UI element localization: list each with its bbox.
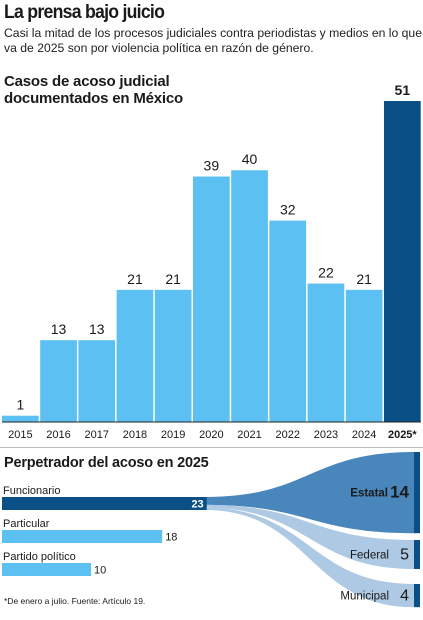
target-node-federal (414, 540, 420, 569)
bar-value-label: 40 (242, 151, 258, 167)
target-value: 14 (390, 483, 409, 502)
source-label: Partido político (3, 551, 76, 563)
x-tick-label: 2019 (161, 429, 185, 441)
bar-value-label: 22 (318, 265, 334, 281)
target-node-municipal (414, 584, 420, 608)
bar-value-label: 21 (356, 271, 372, 287)
page-title: La prensa bajo juicio (4, 2, 165, 23)
bar-2023 (307, 283, 345, 422)
bar-2015 (2, 415, 39, 422)
target-node-estatal (414, 452, 420, 534)
bar-2021 (231, 170, 268, 422)
x-tick-label: 2016 (46, 429, 70, 441)
x-tick-label: 2023 (314, 429, 338, 441)
source-value: 18 (165, 532, 177, 544)
bar-2024 (345, 289, 383, 422)
source-bar-particular (2, 530, 163, 543)
bar-value-label: 32 (280, 202, 296, 218)
x-tick-label: 2015 (8, 429, 32, 441)
bar-chart: 1 2015 13 2016 13 2017 21 2018 21 2019 39 2020 40 202… (2, 82, 421, 441)
bar-2022 (269, 220, 307, 422)
bar-value-label: 39 (204, 158, 220, 174)
x-tick-label: 2020 (199, 429, 223, 441)
source-bar-partido-político (2, 563, 91, 576)
target-label: Federal (350, 550, 389, 562)
flow-funcionario-federal (205, 504, 414, 569)
bar-value-label: 21 (165, 271, 181, 287)
sankey-title: Perpetrador del acoso en 2025 (4, 455, 209, 471)
source-value: 10 (94, 565, 106, 577)
bar-2018 (116, 289, 154, 422)
bar-value-label: 1 (16, 397, 24, 413)
footnote: *De enero a julio. Fuente: Artículo 19. (4, 596, 146, 606)
bar-value-label: 51 (395, 82, 411, 98)
source-label: Funcionario (3, 485, 60, 497)
target-label: Estatal (350, 488, 388, 500)
divider (0, 447, 423, 448)
source-label: Particular (3, 518, 50, 530)
x-tick-label: 2018 (123, 429, 147, 441)
target-value: 4 (400, 588, 409, 605)
bar-2025* (384, 101, 421, 422)
x-tick-label: 2025* (388, 429, 417, 441)
flow-funcionario-municipal (205, 507, 414, 608)
bar-2016 (40, 340, 77, 422)
bar-2017 (78, 340, 116, 422)
x-tick-label: 2022 (276, 429, 300, 441)
x-tick-label: 2021 (237, 429, 261, 441)
source-bar-funcionario (2, 497, 207, 510)
bar-2020 (193, 176, 230, 422)
bar-2019 (154, 289, 192, 422)
bar-value-label: 13 (89, 321, 105, 337)
flow-funcionario-estatal (205, 452, 414, 534)
target-label: Municipal (340, 591, 389, 603)
x-tick-label: 2017 (85, 429, 109, 441)
bar-value-label: 21 (127, 271, 143, 287)
bar-value-label: 13 (51, 321, 67, 337)
bar-chart-title: Casos de acoso judicial documentados en … (4, 73, 183, 107)
source-value: 23 (191, 499, 203, 511)
target-value: 5 (400, 547, 409, 564)
x-tick-label: 2024 (352, 429, 376, 441)
page-subtitle: Casi la mitad de los procesos judiciales… (4, 26, 422, 55)
